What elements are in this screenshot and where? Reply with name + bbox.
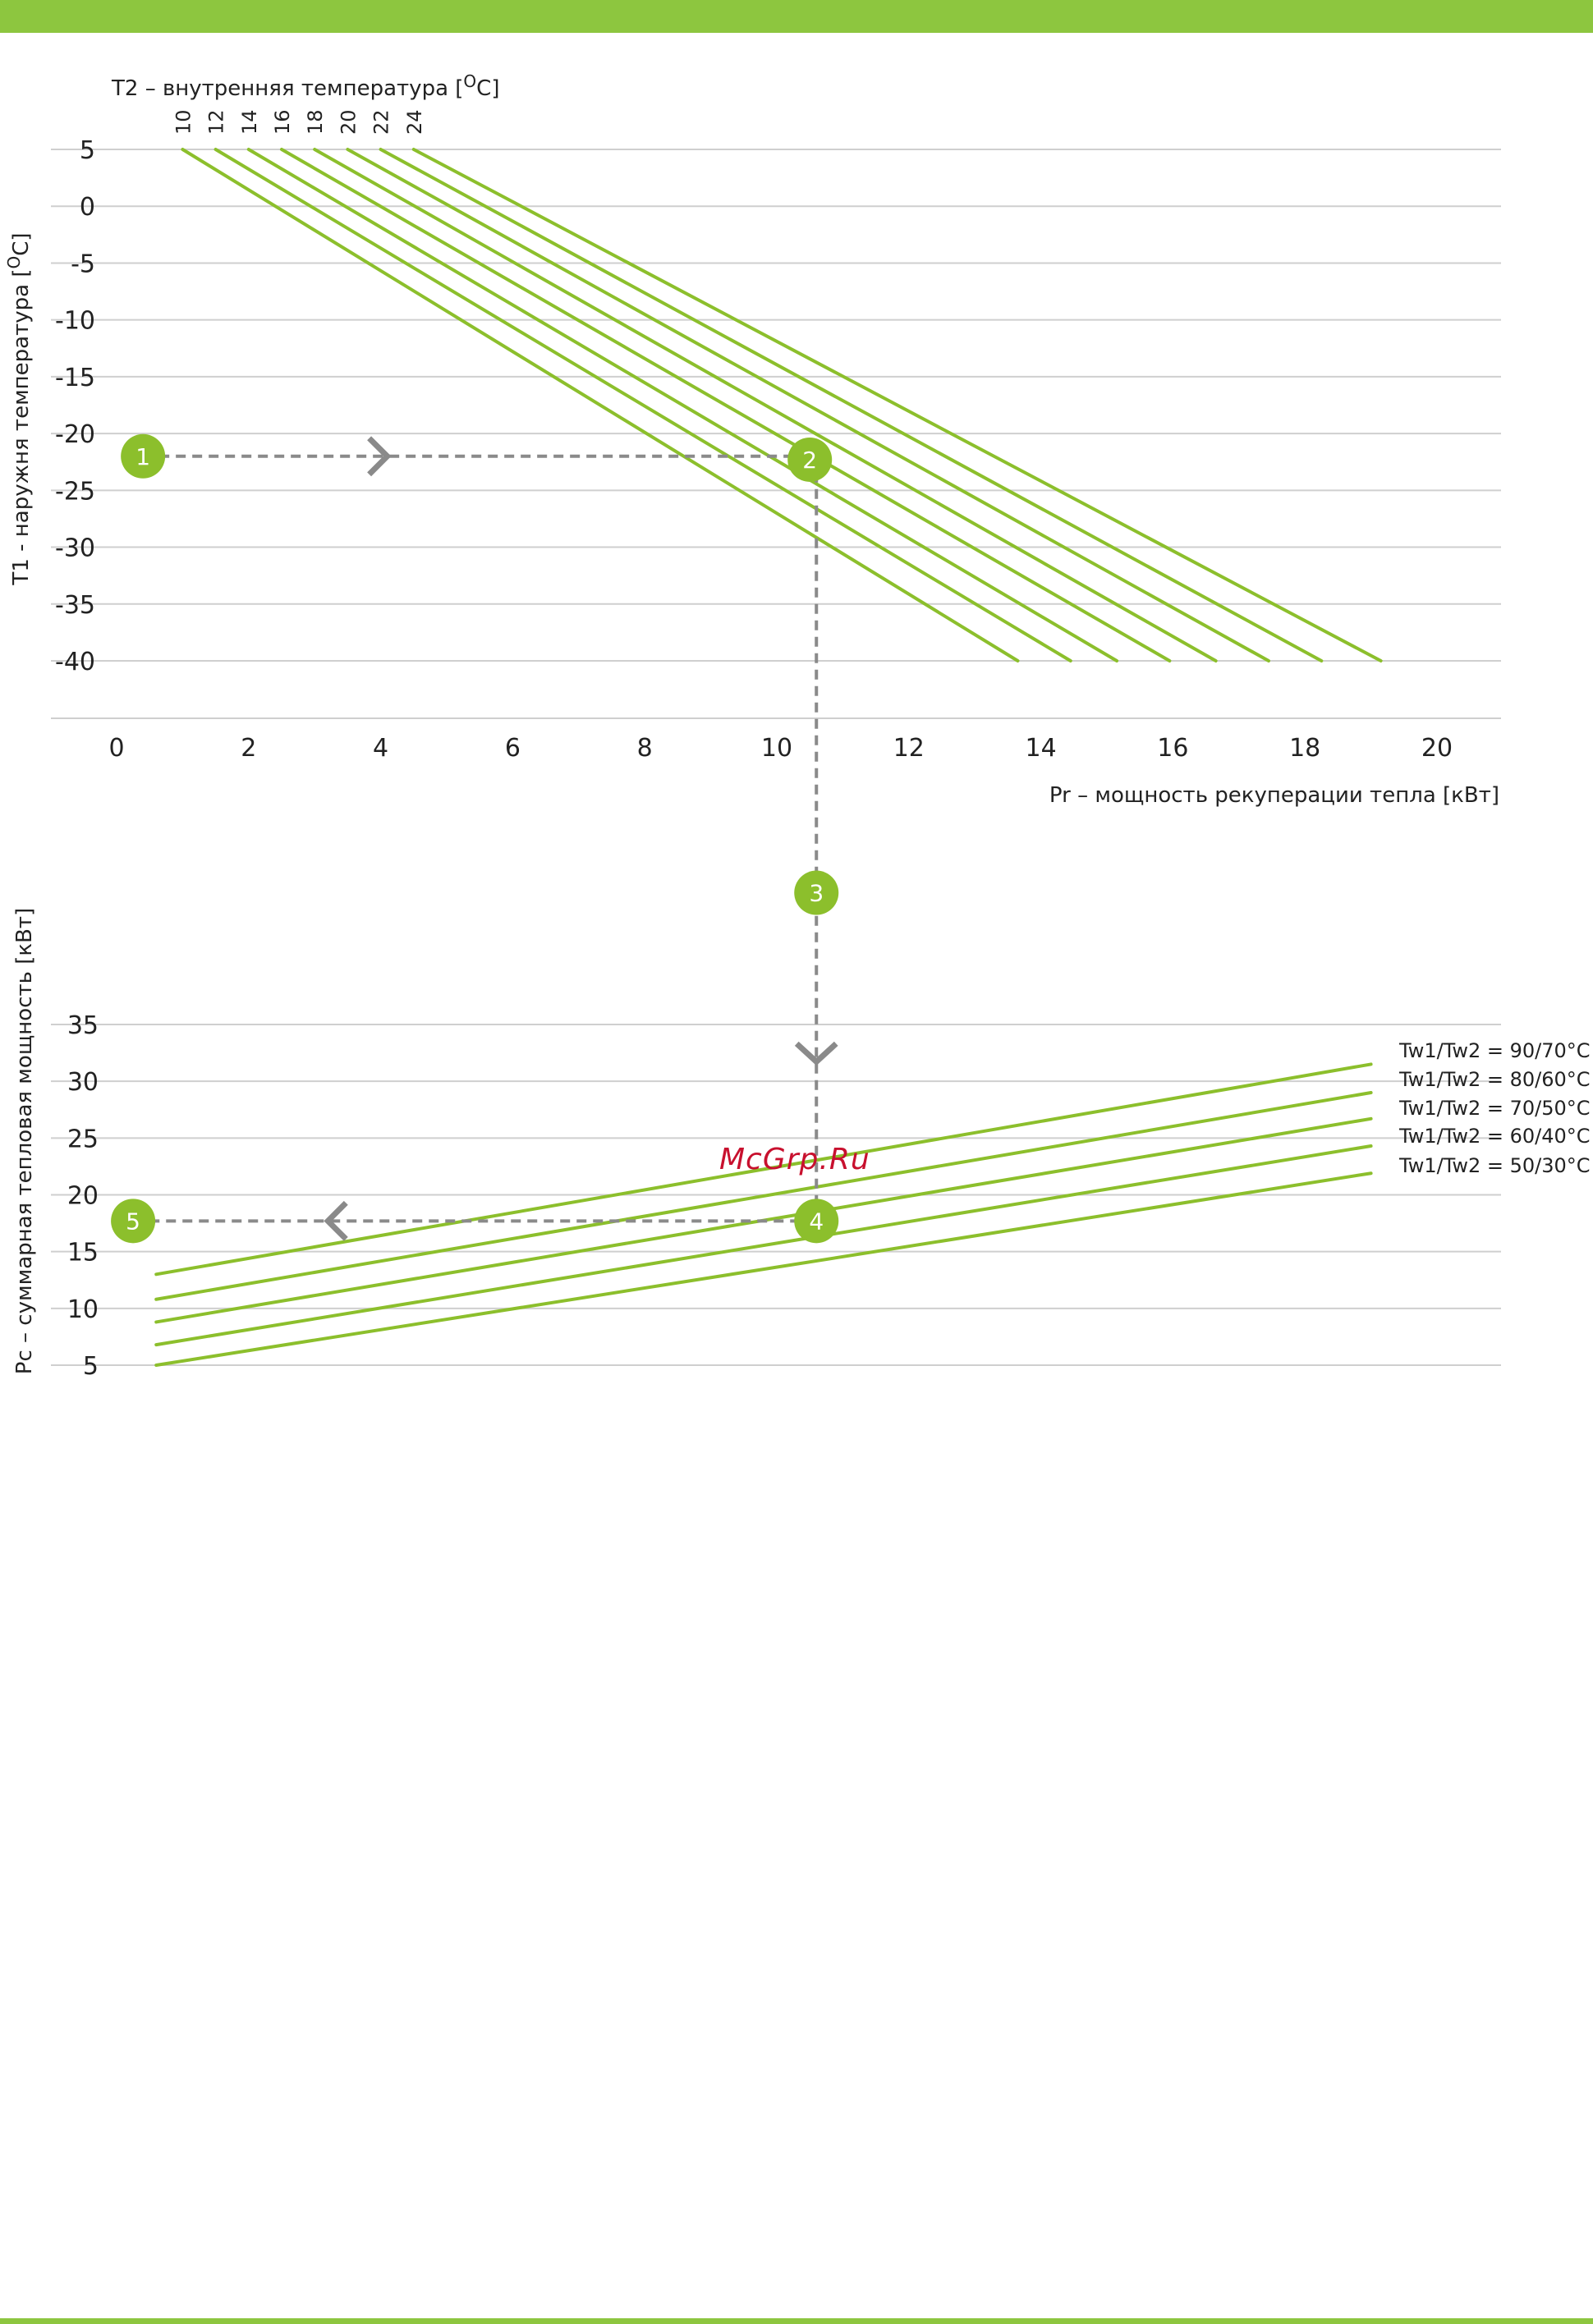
series-line-t2-14 bbox=[246, 148, 1119, 662]
y-tick-label: 0 bbox=[80, 193, 95, 222]
step-marker-1 bbox=[121, 433, 166, 479]
y-tick-label: 35 bbox=[67, 1011, 99, 1040]
procedure-markers: 1 2 3 4 5 bbox=[111, 433, 839, 1244]
y-tick-label: -20 bbox=[55, 420, 95, 449]
y-tick-label: 25 bbox=[67, 1125, 99, 1153]
series-label-tw-2: Tw1/Tw2 = 70/50°C bbox=[1398, 1097, 1591, 1120]
y-tick-label: 5 bbox=[83, 1352, 99, 1381]
step-marker-label-4: 4 bbox=[809, 1208, 824, 1235]
step-marker-5 bbox=[111, 1199, 156, 1244]
x-tick-label: 0 bbox=[108, 734, 124, 763]
series-label-t2-14: 14 bbox=[238, 109, 261, 135]
procedure-guides bbox=[133, 436, 838, 1241]
x-tick-label: 2 bbox=[241, 734, 256, 763]
series-line-t2-22 bbox=[379, 148, 1324, 662]
series-label-t2-24: 24 bbox=[403, 109, 426, 135]
y-tick-label: 10 bbox=[67, 1295, 99, 1324]
x-tick-label: 10 bbox=[761, 734, 792, 763]
x-tick-label: 12 bbox=[893, 734, 925, 763]
y-tick-label: 30 bbox=[67, 1068, 99, 1097]
bottom-accent-bar bbox=[0, 2318, 1593, 2324]
upper-chart-series bbox=[181, 148, 1383, 662]
series-label-tw-0: Tw1/Tw2 = 90/70°C bbox=[1398, 1039, 1591, 1062]
x-tick-label: 20 bbox=[1421, 734, 1453, 763]
x-tick-label: 4 bbox=[373, 734, 388, 763]
series-line-tw-3 bbox=[154, 1144, 1373, 1347]
y-tick-label: -25 bbox=[55, 477, 95, 506]
y-tick-label: -35 bbox=[55, 591, 95, 620]
lower-chart-grid bbox=[51, 1024, 1501, 1366]
series-label-t2-22: 22 bbox=[370, 109, 393, 135]
y-tick-label: 5 bbox=[80, 136, 95, 165]
series-line-tw-1 bbox=[154, 1091, 1373, 1301]
series-label-t2-16: 16 bbox=[271, 109, 294, 135]
step-marker-label-3: 3 bbox=[809, 880, 824, 907]
series-line-tw-0 bbox=[154, 1062, 1373, 1277]
x-tick-label: 8 bbox=[637, 734, 653, 763]
series-label-tw-3: Tw1/Tw2 = 60/40°C bbox=[1398, 1125, 1591, 1148]
x-tick-label: 18 bbox=[1289, 734, 1320, 763]
lower-chart-series bbox=[154, 1062, 1373, 1367]
step-marker-label-5: 5 bbox=[126, 1208, 140, 1235]
x-axis-title: Pr – мощность рекуперации тепла [кВт] bbox=[1049, 783, 1499, 808]
step-marker-4 bbox=[794, 1199, 839, 1244]
x-tick-label: 14 bbox=[1026, 734, 1057, 763]
series-label-tw-4: Tw1/Tw2 = 50/30°C bbox=[1398, 1154, 1591, 1177]
step-marker-label-1: 1 bbox=[135, 443, 150, 470]
y-tick-label: -30 bbox=[55, 534, 95, 563]
y-tick-label: -5 bbox=[71, 250, 95, 278]
watermark-text: McGrp.Ru bbox=[719, 1143, 870, 1176]
series-line-t2-20 bbox=[346, 148, 1270, 662]
step-marker-2 bbox=[787, 437, 833, 482]
series-line-t2-24 bbox=[411, 148, 1383, 662]
step-marker-label-2: 2 bbox=[802, 447, 817, 474]
lower-y-axis-title: Pc – суммарная тепловая мощность [кВт] bbox=[12, 908, 37, 1374]
series-label-tw-1: Tw1/Tw2 = 80/60°C bbox=[1398, 1068, 1591, 1091]
x-tick-label: 6 bbox=[505, 734, 521, 763]
upper-y-axis-title: T1 - наружня температура [OC] bbox=[4, 232, 34, 585]
upper-chart-grid bbox=[51, 149, 1501, 719]
top-accent-bar bbox=[0, 0, 1593, 33]
y-tick-label: 20 bbox=[67, 1182, 99, 1211]
arrow-right-icon bbox=[367, 436, 392, 477]
series-line-tw-4 bbox=[154, 1171, 1373, 1367]
arrow-down-icon bbox=[794, 1041, 838, 1066]
y-tick-label: -15 bbox=[55, 364, 95, 392]
x-tick-label: 16 bbox=[1157, 734, 1188, 763]
series-line-t2-12 bbox=[213, 148, 1072, 662]
upper-chart-title: T2 – внутренняя температура [OC] bbox=[111, 71, 499, 101]
y-tick-label: 15 bbox=[67, 1239, 99, 1267]
series-label-t2-10: 10 bbox=[172, 109, 195, 135]
series-line-t2-10 bbox=[181, 148, 1020, 662]
series-line-t2-18 bbox=[313, 148, 1218, 662]
series-label-t2-20: 20 bbox=[337, 109, 360, 135]
step-marker-3 bbox=[794, 870, 839, 915]
arrow-left-icon bbox=[324, 1200, 348, 1241]
series-line-t2-16 bbox=[280, 148, 1172, 662]
y-tick-label: -10 bbox=[55, 307, 95, 336]
series-label-t2-18: 18 bbox=[304, 109, 327, 135]
y-tick-label: -40 bbox=[55, 648, 95, 676]
chart-labels: 50-5-10-15-20-25-30-35-400 2 4 6 8 10 12 14 16 18… bbox=[4, 71, 1591, 1381]
series-label-t2-12: 12 bbox=[205, 109, 228, 135]
